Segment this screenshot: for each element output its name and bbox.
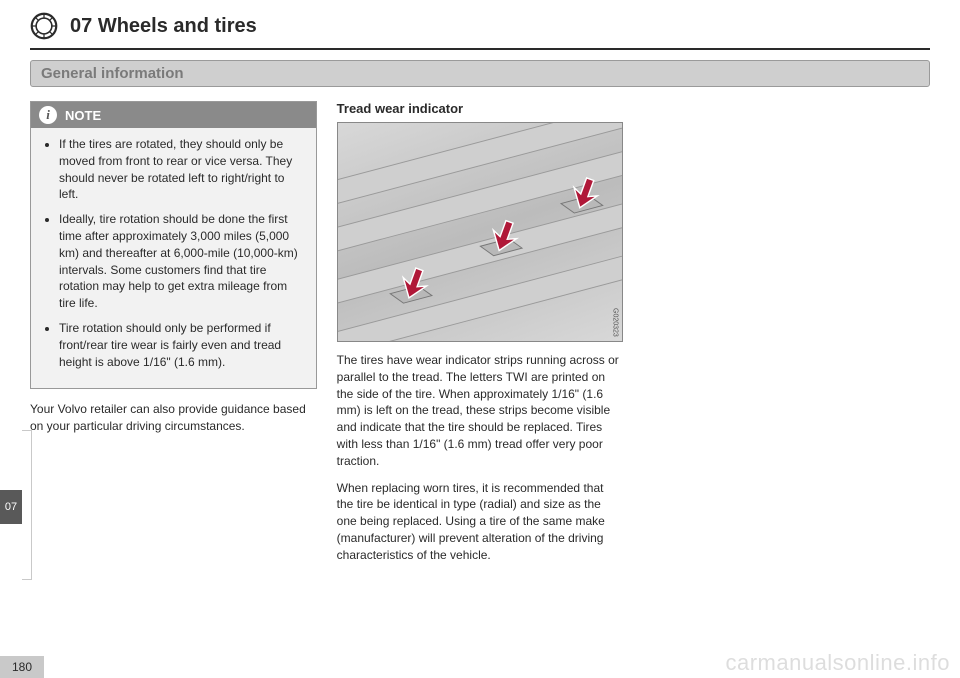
watermark: carmanualsonline.info <box>725 650 950 676</box>
note-body: If the tires are rotated, they should on… <box>31 128 316 388</box>
tread-paragraph: When replacing worn tires, it is recomme… <box>337 480 624 564</box>
tread-wear-figure: G020323 <box>337 122 624 342</box>
tread-wear-title: Tread wear indicator <box>337 101 624 116</box>
manual-page: 07 Wheels and tires General information … <box>0 0 960 678</box>
column-3 <box>643 101 930 574</box>
header-divider <box>30 48 930 50</box>
section-heading: General information <box>30 60 930 87</box>
column-2: Tread wear indicator <box>337 101 624 574</box>
note-label: NOTE <box>65 108 101 123</box>
tire-icon <box>30 12 58 40</box>
column-1: i NOTE If the tires are rotated, they sh… <box>30 101 317 574</box>
chapter-header: 07 Wheels and tires <box>0 0 960 48</box>
figure-code: G020323 <box>611 308 618 337</box>
side-rail <box>22 430 32 580</box>
tread-wear-svg <box>338 123 623 341</box>
chapter-tab: 07 <box>0 490 22 524</box>
column1-footer-text: Your Volvo retailer can also provide gui… <box>30 401 317 435</box>
info-icon: i <box>39 106 57 124</box>
tread-paragraph: The tires have wear indicator strips run… <box>337 352 624 470</box>
page-number: 180 <box>0 656 44 678</box>
content-columns: i NOTE If the tires are rotated, they sh… <box>0 101 960 574</box>
note-header: i NOTE <box>31 102 316 128</box>
note-item: Tire rotation should only be performed i… <box>59 320 304 370</box>
note-item: Ideally, tire rotation should be done th… <box>59 211 304 312</box>
note-item: If the tires are rotated, they should on… <box>59 136 304 203</box>
column2-body: The tires have wear indicator strips run… <box>337 352 624 564</box>
note-box: i NOTE If the tires are rotated, they sh… <box>30 101 317 389</box>
chapter-title: 07 Wheels and tires <box>70 15 257 38</box>
